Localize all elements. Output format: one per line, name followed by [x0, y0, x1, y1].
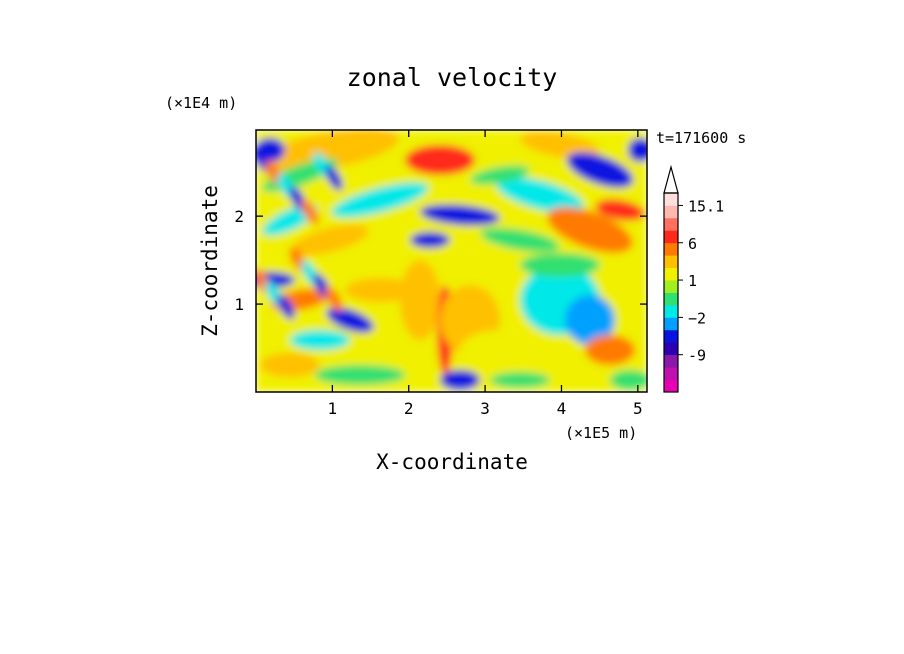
y-tick-label: 2 [234, 207, 244, 226]
x-tick-label: 2 [404, 399, 414, 418]
colorbar-segment [664, 317, 678, 331]
colorbar-segment [664, 267, 678, 281]
field-blob [345, 278, 415, 302]
field-streak [277, 294, 295, 320]
colorbar-extend-arrow [663, 164, 679, 194]
field-blob [520, 131, 600, 159]
colorbar-label: 6 [688, 235, 697, 253]
colorbar-segment [664, 367, 678, 380]
field-blob [260, 130, 400, 172]
colorbar-segment [664, 354, 678, 368]
field-blob [595, 199, 645, 221]
colorbar-segment [664, 230, 678, 244]
y-scale-label: (×1E4 m) [165, 94, 237, 112]
x-tick-label: 3 [480, 399, 490, 418]
y-tick-label: 1 [234, 295, 244, 314]
colorbar-label: 1 [688, 272, 697, 290]
colorbar-segment [664, 304, 678, 318]
field-streak [301, 199, 319, 225]
colorbar-frame [663, 192, 679, 393]
colorbar-label: -9 [688, 347, 706, 365]
field-blob [291, 224, 369, 256]
field-blob [290, 330, 350, 350]
colorbar-segment [664, 217, 678, 231]
colorbar-segment [664, 205, 678, 219]
colorbar-segment [664, 342, 678, 356]
colorbar-segment [664, 280, 678, 293]
field-streak [325, 286, 343, 312]
colorbar-label: −2 [688, 309, 706, 327]
field-blob [260, 353, 320, 377]
colorbar-segment [664, 379, 678, 393]
field-blob [566, 152, 634, 188]
colorbar: -9 −2 1 6 15.1 [663, 164, 724, 393]
field-blob [490, 372, 550, 388]
field-blob [440, 370, 480, 390]
field-blob [520, 253, 600, 277]
velocity-field [256, 130, 647, 392]
colorbar-segment [664, 292, 678, 306]
field-streak [325, 165, 343, 191]
field-blob [410, 232, 450, 248]
time-label: t=171600 s [656, 129, 746, 147]
x-tick-label: 1 [328, 399, 338, 418]
field-blob [420, 204, 500, 226]
colorbar-segment [664, 329, 678, 343]
field-blob [610, 370, 647, 390]
field-blob [315, 365, 405, 385]
colorbar-label: 15.1 [688, 197, 724, 215]
x-tick-label: 5 [633, 399, 643, 418]
y-axis: 12 [234, 207, 647, 314]
field-blob [460, 330, 540, 370]
field-blob [585, 335, 635, 365]
x-axis: 1 2 3 4 5 [328, 130, 643, 418]
field-blob [331, 182, 429, 218]
field-blob [400, 260, 440, 340]
colorbar-segment [664, 193, 678, 206]
field-blob [547, 207, 633, 253]
field-blob [480, 227, 560, 253]
x-axis-label: X-coordinate [376, 450, 528, 474]
field-blob [405, 145, 475, 175]
field-blob [326, 307, 374, 333]
field-blob [628, 138, 647, 162]
field-blob [565, 295, 615, 345]
x-scale-label: (×1E5 m) [565, 424, 637, 442]
y-axis-label: Z-coordinate [198, 185, 222, 337]
field-blob [470, 165, 530, 185]
plot-frame [255, 129, 648, 393]
x-tick-label: 4 [557, 399, 567, 418]
field-blob [496, 177, 584, 213]
colorbar-segment [664, 255, 678, 269]
colorbar-segment [664, 242, 678, 256]
chart-title: zonal velocity [347, 63, 558, 92]
